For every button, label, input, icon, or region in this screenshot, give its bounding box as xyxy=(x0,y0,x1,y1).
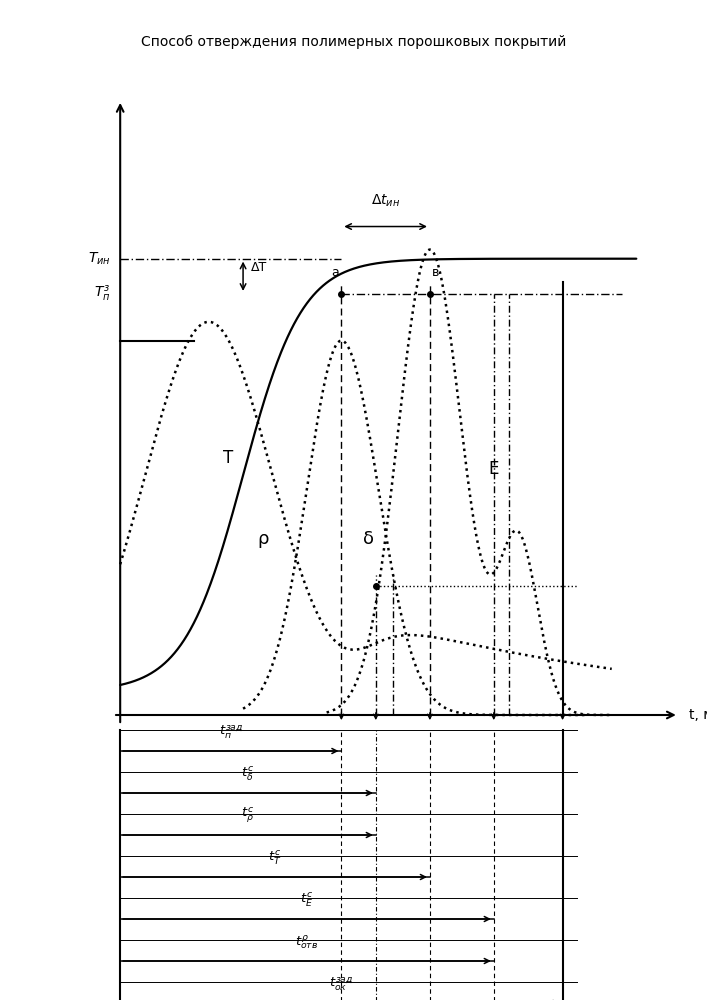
Text: $t_T^с$: $t_T^с$ xyxy=(268,850,282,867)
Text: $T_{ин}$: $T_{ин}$ xyxy=(88,250,110,267)
Text: $t_E^с$: $t_E^с$ xyxy=(300,892,313,909)
Text: t, мин: t, мин xyxy=(689,708,707,722)
Text: ΔТ: ΔТ xyxy=(250,261,267,274)
Text: $t_{ок}^{зад}$: $t_{ок}^{зад}$ xyxy=(329,976,354,993)
Text: $t_п^{зад}$: $t_п^{зад}$ xyxy=(218,724,243,741)
Text: Способ отверждения полимерных порошковых покрытий: Способ отверждения полимерных порошковых… xyxy=(141,35,566,49)
Text: T: T xyxy=(223,449,233,467)
Text: $\Delta t_{ин}$: $\Delta t_{ин}$ xyxy=(371,193,400,209)
Text: E: E xyxy=(489,460,499,478)
Text: $t_\rho^с$: $t_\rho^с$ xyxy=(242,806,255,825)
Text: ρ: ρ xyxy=(257,530,269,548)
Text: δ: δ xyxy=(363,530,374,548)
Text: в: в xyxy=(432,266,440,279)
Text: a: a xyxy=(331,266,339,279)
Text: $t_\delta^с$: $t_\delta^с$ xyxy=(242,766,255,783)
Text: $T_{п}^{з}$: $T_{п}^{з}$ xyxy=(94,284,110,304)
Text: $t^\rho_{отв}$: $t^\rho_{отв}$ xyxy=(296,933,319,951)
